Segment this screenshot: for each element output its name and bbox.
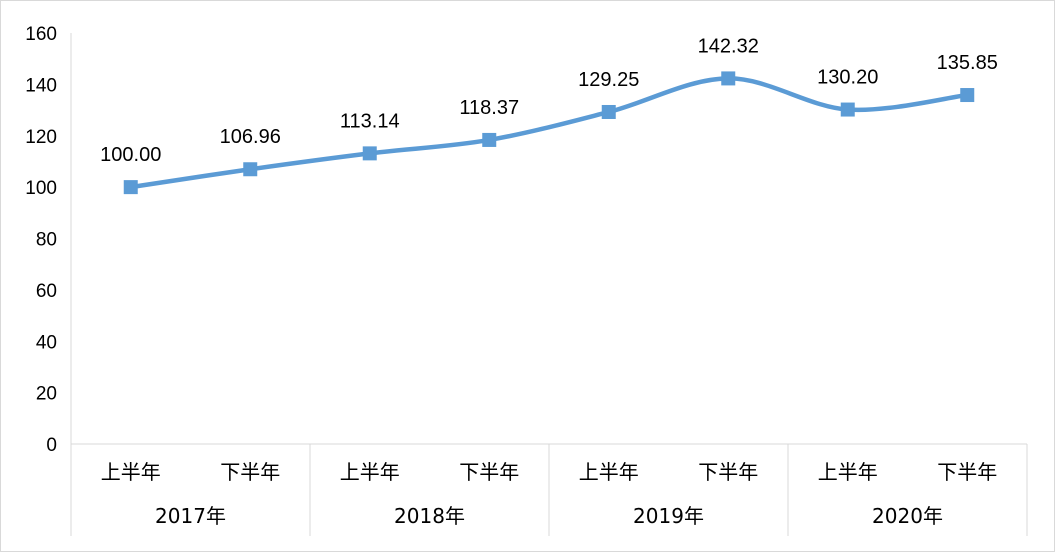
series [123,71,975,195]
x-group-label: 2020年 [872,504,943,528]
x-category-label: 下半年 [220,460,280,484]
x-category-label: 上半年 [818,460,878,484]
data-point-marker [721,71,736,86]
data-label: 135.85 [937,52,998,74]
data-point-marker [482,132,497,147]
data-label: 113.14 [340,110,400,132]
data-labels: 100.00 106.96 113.14 118.37 129.25 142.32 130.… [100,35,998,166]
y-tick-label: 120 [25,127,57,148]
data-label: 118.37 [459,97,519,119]
data-label: 142.32 [698,35,759,57]
data-point-marker [362,146,377,161]
y-tick-label: 20 [36,384,57,405]
y-tick-label: 60 [36,281,57,302]
data-point-marker [123,180,138,195]
y-tick-label: 80 [36,230,57,251]
data-point-marker [601,104,616,119]
x-category-label: 上半年 [340,460,400,484]
x-axis: 上半年 下半年 上半年 下半年 上半年 下半年 上半年 下半年 2017年 2018年 2019年 2… [70,443,1028,536]
data-label: 129.25 [578,69,639,91]
y-tick-label: 100 [25,178,57,199]
data-label: 100.00 [100,144,161,166]
data-point-marker [243,162,258,177]
x-category-label: 下半年 [459,460,519,484]
y-tick-label: 40 [36,332,57,353]
x-group-label: 2018年 [394,504,465,528]
data-label: 130.20 [817,67,878,89]
x-category-label: 下半年 [698,460,758,484]
x-category-label: 下半年 [937,460,997,484]
y-tick-label: 0 [46,435,57,456]
x-category-label: 上半年 [101,460,161,484]
data-point-marker [840,102,855,117]
x-category-label: 上半年 [579,460,639,484]
data-point-marker [960,88,975,103]
y-axis: 0 20 40 60 80 100 120 140 160 [25,24,72,456]
x-group-label: 2019年 [633,504,704,528]
data-label: 106.96 [220,126,281,148]
y-tick-label: 160 [25,24,57,45]
series-line [128,76,970,190]
y-tick-label: 140 [25,75,57,96]
x-group-label: 2017年 [155,504,226,528]
